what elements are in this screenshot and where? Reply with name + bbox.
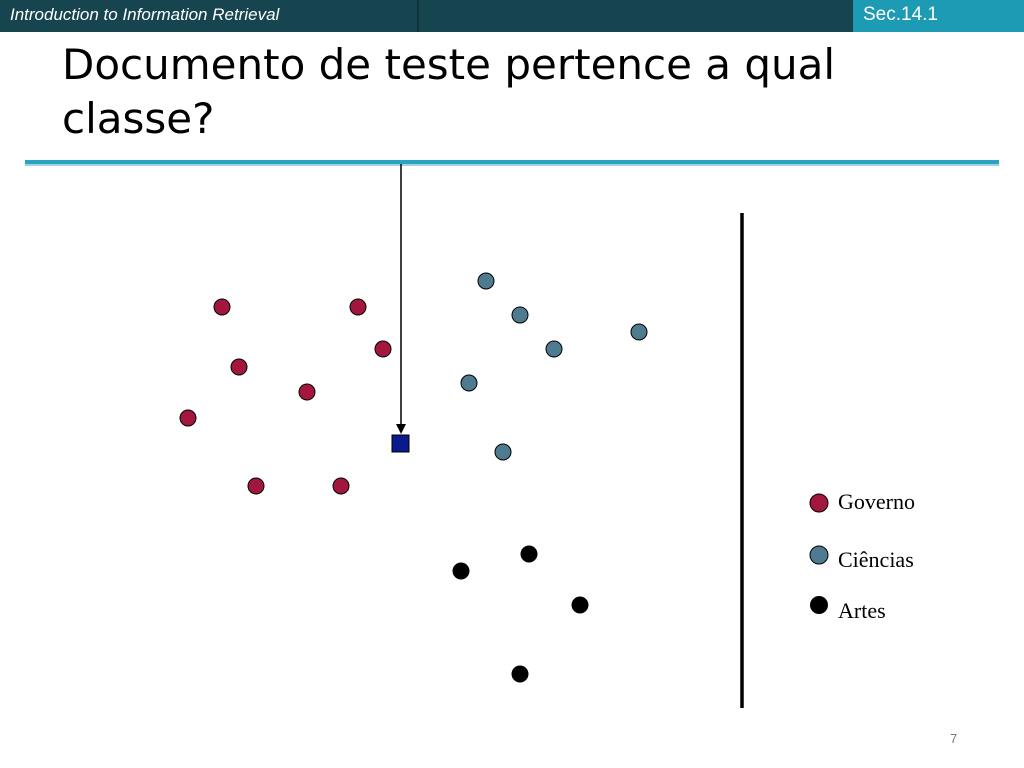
artes-doc [520, 545, 538, 563]
title-rule [25, 160, 999, 164]
governo-doc [349, 298, 367, 316]
section-label: Sec.14.1 [863, 4, 938, 25]
page-number: 7 [950, 731, 958, 746]
ciencias-doc [511, 306, 529, 324]
ciencias-doc [545, 340, 563, 358]
governo-doc [230, 358, 248, 376]
ciencias-doc [460, 374, 478, 392]
ciencias-doc [494, 443, 512, 461]
ciencias-doc [630, 323, 648, 341]
slide-title: Documento de teste pertence a qual class… [62, 40, 836, 143]
ciencias-cluster [460, 272, 648, 461]
artes-doc [511, 665, 529, 683]
legend-label-governo: Governo [838, 489, 915, 514]
legend: Governo Ciências Artes [809, 489, 915, 623]
governo-cluster [179, 298, 392, 495]
governo-doc [213, 298, 231, 316]
governo-doc [332, 477, 350, 495]
governo-doc [247, 477, 265, 495]
header-bar: Introduction to Information Retrieval Se… [0, 0, 1024, 32]
test-document [391, 434, 410, 453]
pointer-arrowhead [396, 424, 406, 434]
title-rule-shadow [25, 164, 999, 166]
legend-marker-governo [809, 493, 829, 513]
legend-marker-artes [810, 596, 828, 614]
header-divider [417, 0, 419, 32]
legend-marker-ciencias [809, 545, 829, 565]
governo-doc [374, 340, 392, 358]
artes-doc [452, 562, 470, 580]
legend-label-artes: Artes [838, 598, 886, 623]
artes-doc [571, 596, 589, 614]
ciencias-doc [477, 272, 495, 290]
artes-cluster [452, 545, 589, 683]
section-badge: Sec.14.1 [853, 0, 1024, 32]
course-title: Introduction to Information Retrieval [10, 5, 280, 24]
legend-label-ciencias: Ciências [838, 547, 914, 572]
governo-doc [179, 409, 197, 427]
governo-doc [298, 383, 316, 401]
